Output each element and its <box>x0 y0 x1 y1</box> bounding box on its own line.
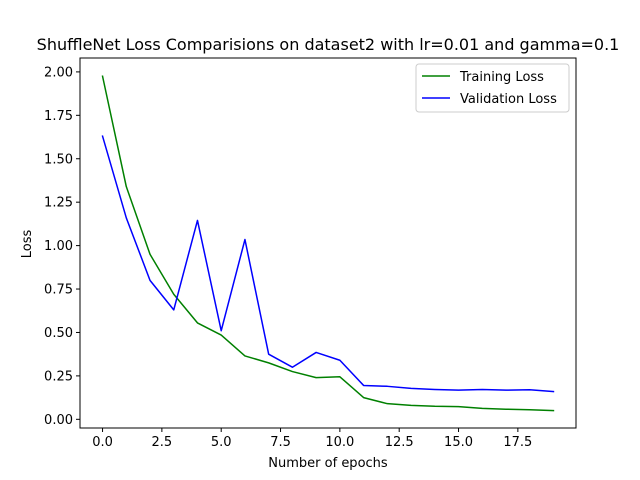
x-tick-label: 17.5 <box>503 435 532 450</box>
x-tick-label: 2.5 <box>152 435 173 450</box>
plot-frame <box>79 57 577 429</box>
y-axis-ticks: 0.00 0.25 0.50 0.75 1.00 1.25 1.50 1.75 2.00 <box>44 65 80 428</box>
y-tick-label: 0.50 <box>44 326 73 341</box>
y-tick-label: 1.50 <box>44 152 73 167</box>
x-tick-label: 5.0 <box>211 435 232 450</box>
y-tick-label: 2.00 <box>44 65 73 80</box>
x-tick-label: 7.5 <box>270 435 291 450</box>
y-tick-label: 1.00 <box>44 239 73 254</box>
legend-box <box>415 63 570 113</box>
y-tick-label: 0.75 <box>44 283 73 298</box>
series-line-training-loss <box>101 75 555 412</box>
y-tick-label: 0.00 <box>44 413 73 428</box>
y-tick-label: 1.25 <box>44 196 73 211</box>
y-axis-label: Loss <box>20 230 35 259</box>
x-tick-label: 0.0 <box>92 435 113 450</box>
x-tick-label: 10.0 <box>325 435 354 450</box>
legend: Training Loss Validation Loss <box>415 63 570 113</box>
y-tick-label: 0.25 <box>44 369 73 384</box>
series-lines <box>101 75 555 412</box>
series-line-validation-loss <box>101 135 555 393</box>
legend-label-validation-loss: Validation Loss <box>460 92 557 107</box>
x-axis-ticks: 0.0 2.5 5.0 7.5 10.0 12.5 15.0 17.5 <box>92 428 532 450</box>
x-axis-label: Number of epochs <box>268 456 388 471</box>
x-tick-label: 15.0 <box>444 435 473 450</box>
y-tick-label: 1.75 <box>44 109 73 124</box>
chart-title: ShuffleNet Loss Comparisions on dataset2… <box>37 35 620 54</box>
x-tick-label: 12.5 <box>385 435 414 450</box>
legend-label-training-loss: Training Loss <box>459 70 544 85</box>
